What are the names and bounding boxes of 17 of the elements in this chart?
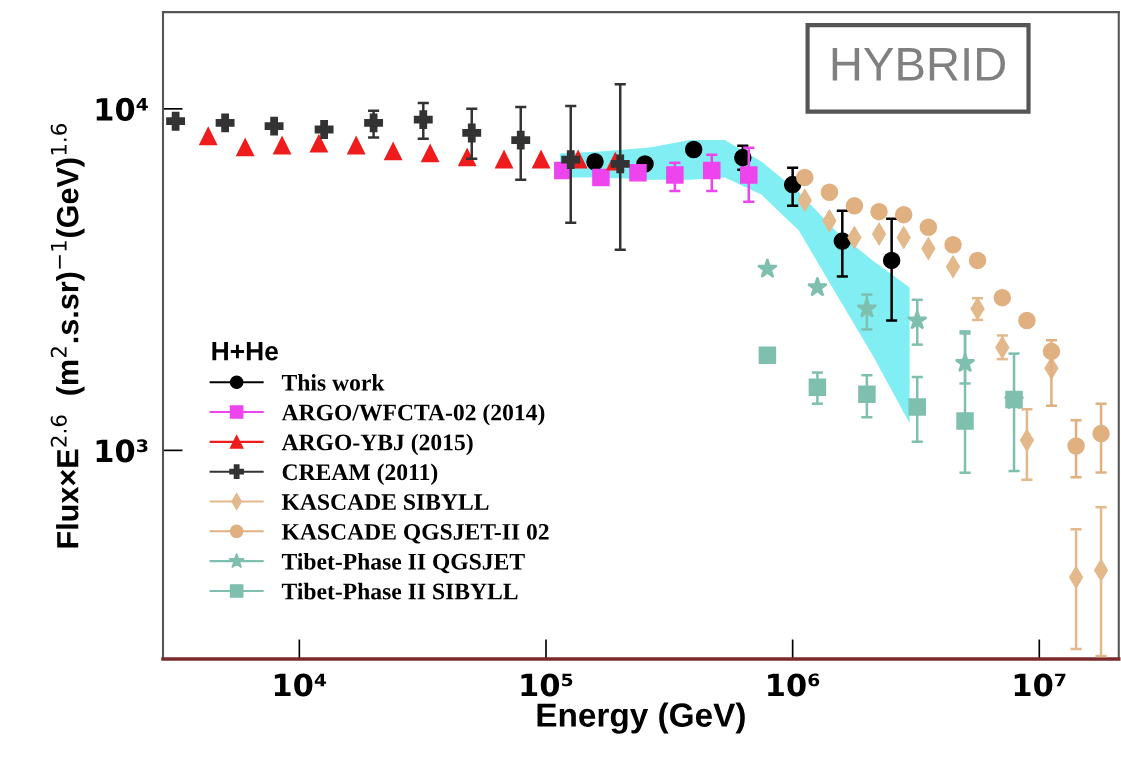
legend-title: H+He [212,342,278,361]
y-axis-title: Flux×E$^{2.6}$ (m$^{2}$.s.sr)$^{−1}$(GeV)$^{1.6}$ [50,124,85,548]
x-tick-label: 10⁴ [274,673,327,697]
x-tick-label: 10⁷ [1014,673,1066,697]
legend-label: CREAM (2011) [282,463,438,485]
legend-label: This work [281,374,385,391]
legend-label: Tibet-Phase II QGSJET [281,553,525,574]
x-tick-label: 10⁶ [768,673,820,697]
legend-label: ARGO-YBJ (2015) [281,433,473,456]
annotation: HYBRID [832,48,1005,81]
legend-label: ARGO/WFCTA-02 (2014) [281,403,545,426]
y-tick-label: 10³ [96,439,148,463]
legend-label: KASCADE SIBYLL [281,494,489,511]
x-tick-label: 10⁵ [521,673,573,697]
x-axis-title: Energy (GeV) [537,702,745,734]
legend-label: Tibet-Phase II SIBYLL [281,582,518,600]
legend-label: KASCADE QGSJET-II 02 [281,523,549,544]
